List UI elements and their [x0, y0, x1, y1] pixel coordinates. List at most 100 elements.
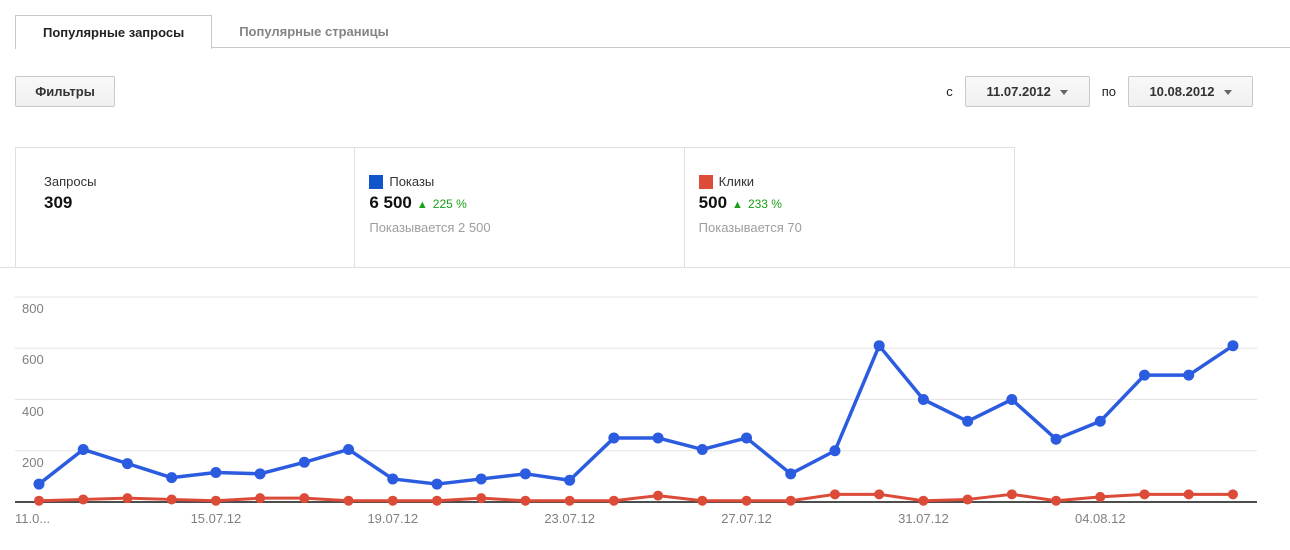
chart-point-Показы[interactable]	[564, 474, 576, 486]
date-to-value: 10.08.2012	[1149, 84, 1215, 99]
x-axis-tick-label: 23.07.12	[544, 511, 595, 526]
summary-cells: Запросы 309 Показы 6 500 225 % Показывае…	[15, 147, 1015, 268]
date-from-value: 11.07.2012	[986, 84, 1051, 99]
chart-point-Клики[interactable]	[608, 495, 619, 506]
date-from-label: с	[946, 84, 953, 99]
clicks-value: 500	[698, 193, 728, 212]
x-axis-tick-label: 11.0...	[15, 511, 51, 526]
chart-point-Клики[interactable]	[78, 494, 89, 505]
traffic-line-chart: 200 400 600 800 11.0... 15.07.12 19.07.12 23.07…	[0, 285, 1290, 540]
chart-point-Клики[interactable]	[829, 489, 840, 500]
chart-point-Показы[interactable]	[1227, 340, 1239, 352]
chart-point-Показы[interactable]	[475, 473, 487, 485]
chart-point-Клики[interactable]	[1006, 489, 1017, 500]
chart-point-Клики[interactable]	[1227, 489, 1238, 500]
chart-point-Показы[interactable]	[1094, 415, 1106, 427]
chart-point-Клики[interactable]	[874, 489, 885, 500]
chart-point-Клики[interactable]	[918, 495, 929, 506]
y-axis-tick-label: 400	[22, 403, 44, 419]
tab-popular-queries[interactable]: Популярные запросы	[15, 15, 213, 49]
chart-point-Клики[interactable]	[1139, 489, 1150, 500]
summary-cell-clicks: Клики 500 233 % Показывается 70	[685, 148, 1014, 268]
summary-cell-impressions: Показы 6 500 225 % Показывается 2 500	[355, 148, 685, 268]
chart-point-Показы[interactable]	[696, 443, 708, 455]
chart-point-Клики[interactable]	[343, 495, 354, 506]
clicks-delta: 233 %	[747, 197, 782, 211]
chart-point-Клики[interactable]	[564, 495, 575, 506]
tab-popular-queries-label: Популярные запросы	[43, 25, 185, 40]
impressions-value: 6 500	[369, 193, 412, 212]
chart-point-Клики[interactable]	[34, 495, 44, 506]
date-range-controls: с 11.07.2012 по 10.08.2012	[946, 76, 1253, 107]
chevron-down-icon	[1059, 90, 1068, 95]
chart-point-Клики[interactable]	[299, 493, 310, 504]
filters-button[interactable]: Фильтры	[15, 76, 115, 107]
y-axis-tick-label: 600	[22, 352, 44, 368]
chart-point-Клики[interactable]	[1183, 489, 1194, 500]
date-from-dropdown[interactable]: 11.07.2012	[964, 76, 1090, 107]
queries-value: 309	[44, 193, 73, 212]
summary-panel: Запросы 309 Показы 6 500 225 % Показывае…	[0, 147, 1290, 268]
x-axis-tick-label: 19.07.12	[367, 511, 419, 526]
chart-point-Показы[interactable]	[652, 432, 664, 444]
chart-point-Клики[interactable]	[431, 495, 442, 506]
date-to-dropdown[interactable]: 10.08.2012	[1128, 76, 1253, 107]
summary-cell-queries: Запросы 309	[16, 148, 356, 268]
clicks-legend-swatch	[698, 174, 713, 189]
y-axis-tick-label: 200	[22, 454, 44, 470]
clicks-note: Показывается 70	[698, 220, 802, 235]
chart-point-Показы[interactable]	[298, 456, 310, 468]
chart-point-Клики[interactable]	[476, 493, 487, 504]
chart-point-Клики[interactable]	[697, 495, 708, 506]
chart-point-Показы[interactable]	[873, 340, 885, 352]
chart-point-Показы[interactable]	[166, 472, 178, 484]
date-to-label: по	[1101, 84, 1116, 99]
chart-point-Показы[interactable]	[1183, 369, 1195, 381]
impressions-note: Показывается 2 500	[369, 220, 491, 235]
chart-point-Показы[interactable]	[608, 432, 620, 444]
chart-point-Показы[interactable]	[77, 443, 89, 455]
queries-label: Запросы	[44, 174, 97, 189]
chart-point-Показы[interactable]	[210, 467, 222, 479]
chart-point-Показы[interactable]	[917, 394, 929, 405]
chart-point-Показы[interactable]	[254, 468, 266, 480]
chart-point-Клики[interactable]	[962, 494, 973, 505]
chart-point-Показы[interactable]	[1139, 369, 1150, 381]
x-axis-tick-label: 27.07.12	[721, 511, 772, 526]
chart-point-Клики[interactable]	[741, 495, 752, 506]
chart-point-Клики[interactable]	[520, 495, 531, 506]
chart-point-Клики[interactable]	[166, 494, 177, 505]
tab-popular-pages[interactable]: Популярные страницы	[212, 15, 415, 49]
x-axis-tick-label: 31.07.12	[898, 511, 949, 526]
chart-point-Клики[interactable]	[210, 495, 221, 506]
increase-arrow-icon	[732, 199, 743, 211]
tab-popular-pages-label: Популярные страницы	[239, 24, 389, 39]
chart-point-Клики[interactable]	[785, 495, 796, 506]
chart-point-Показы[interactable]	[431, 478, 443, 490]
chart-point-Клики[interactable]	[387, 495, 398, 506]
chart-point-Клики[interactable]	[653, 490, 664, 501]
impressions-delta: 225 %	[432, 197, 467, 211]
chart-point-Показы[interactable]	[1050, 433, 1062, 445]
chevron-down-icon	[1223, 90, 1232, 95]
x-axis-tick-label: 15.07.12	[190, 511, 242, 526]
chart-point-Показы[interactable]	[785, 468, 797, 480]
chart-point-Показы[interactable]	[33, 478, 45, 490]
chart-point-Показы[interactable]	[829, 445, 841, 457]
chart-point-Показы[interactable]	[343, 443, 355, 455]
chart-point-Клики[interactable]	[122, 493, 133, 504]
chart-point-Показы[interactable]	[519, 468, 531, 480]
chart-point-Показы[interactable]	[121, 458, 133, 470]
chart-point-Показы[interactable]	[387, 473, 399, 485]
clicks-label: Клики	[718, 174, 755, 189]
chart-point-Клики[interactable]	[255, 493, 266, 504]
y-axis-tick-label: 800	[22, 301, 44, 316]
chart-canvas	[15, 296, 1257, 506]
chart-point-Показы[interactable]	[741, 432, 753, 444]
chart-point-Клики[interactable]	[1051, 495, 1062, 506]
chart-point-Показы[interactable]	[962, 415, 974, 427]
chart-point-Клики[interactable]	[1095, 491, 1106, 502]
chart-point-Показы[interactable]	[1006, 394, 1018, 405]
series-line-Показы	[37, 343, 1235, 486]
